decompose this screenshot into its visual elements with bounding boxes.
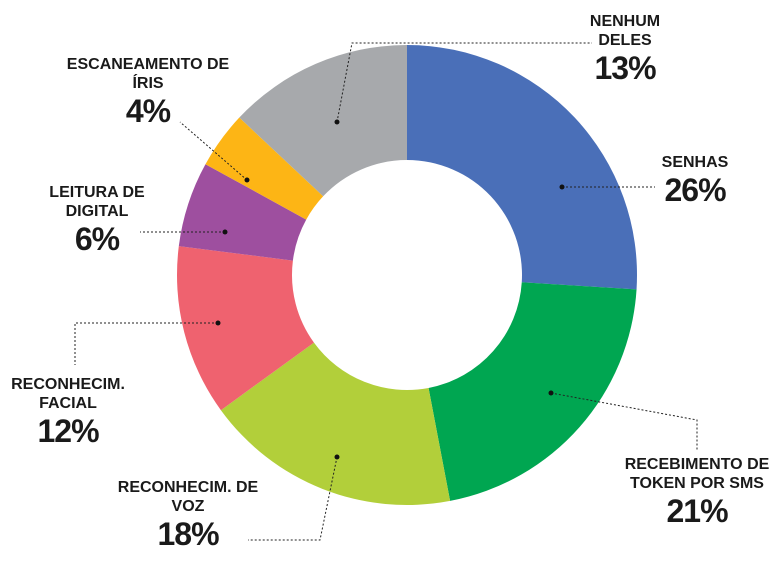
slice-label: RECONHECIM. FACIAL 12% [0,375,143,449]
leader-dot [334,119,340,125]
leader-line [550,392,698,450]
value-label: 21% [666,493,728,529]
category-name: NENHUM DELES [589,13,661,49]
donut-slice [220,342,451,505]
donut-slice [205,117,324,220]
value-label: 4% [125,93,171,129]
donut-slice [407,45,637,290]
category-name: ESCANEAMENTO DE ÍRIS [66,56,230,92]
leader-line [248,456,338,541]
category-name: RECONHECIM. FACIAL [11,376,125,412]
leader-line [336,42,592,123]
category-name: LEITURA DE DIGITAL [49,184,145,220]
slice-label: RECONHECIM. DE VOZ 18% [113,478,263,552]
leader-dot [559,184,565,190]
leader-dot [334,454,340,460]
slice-label: NENHUM DELES 13% [575,12,675,86]
donut-slice [177,246,314,411]
leader-dot [215,320,221,326]
category-name: RECONHECIM. DE VOZ [117,479,259,515]
value-label: 13% [594,50,656,86]
slice-label: SENHAS 26% [645,153,745,208]
leader-dot [548,390,554,396]
donut-slice [428,282,637,501]
value-label: 6% [74,221,120,257]
slice-label: LEITURA DE DIGITAL 6% [37,183,157,257]
leader-dot [244,177,250,183]
value-label: 18% [157,516,219,552]
category-name: RECEBIMENTO DE TOKEN POR SMS [624,456,770,492]
value-label: 12% [37,413,99,449]
donut-slice [239,45,407,197]
leader-line [179,121,248,181]
slice-label: RECEBIMENTO DE TOKEN POR SMS 21% [617,455,777,529]
slice-label: ESCANEAMENTO DE ÍRIS 4% [53,55,243,129]
leader-dot [222,229,228,235]
donut-slice [178,164,307,261]
category-name: SENHAS [661,154,729,171]
value-label: 26% [664,172,726,208]
